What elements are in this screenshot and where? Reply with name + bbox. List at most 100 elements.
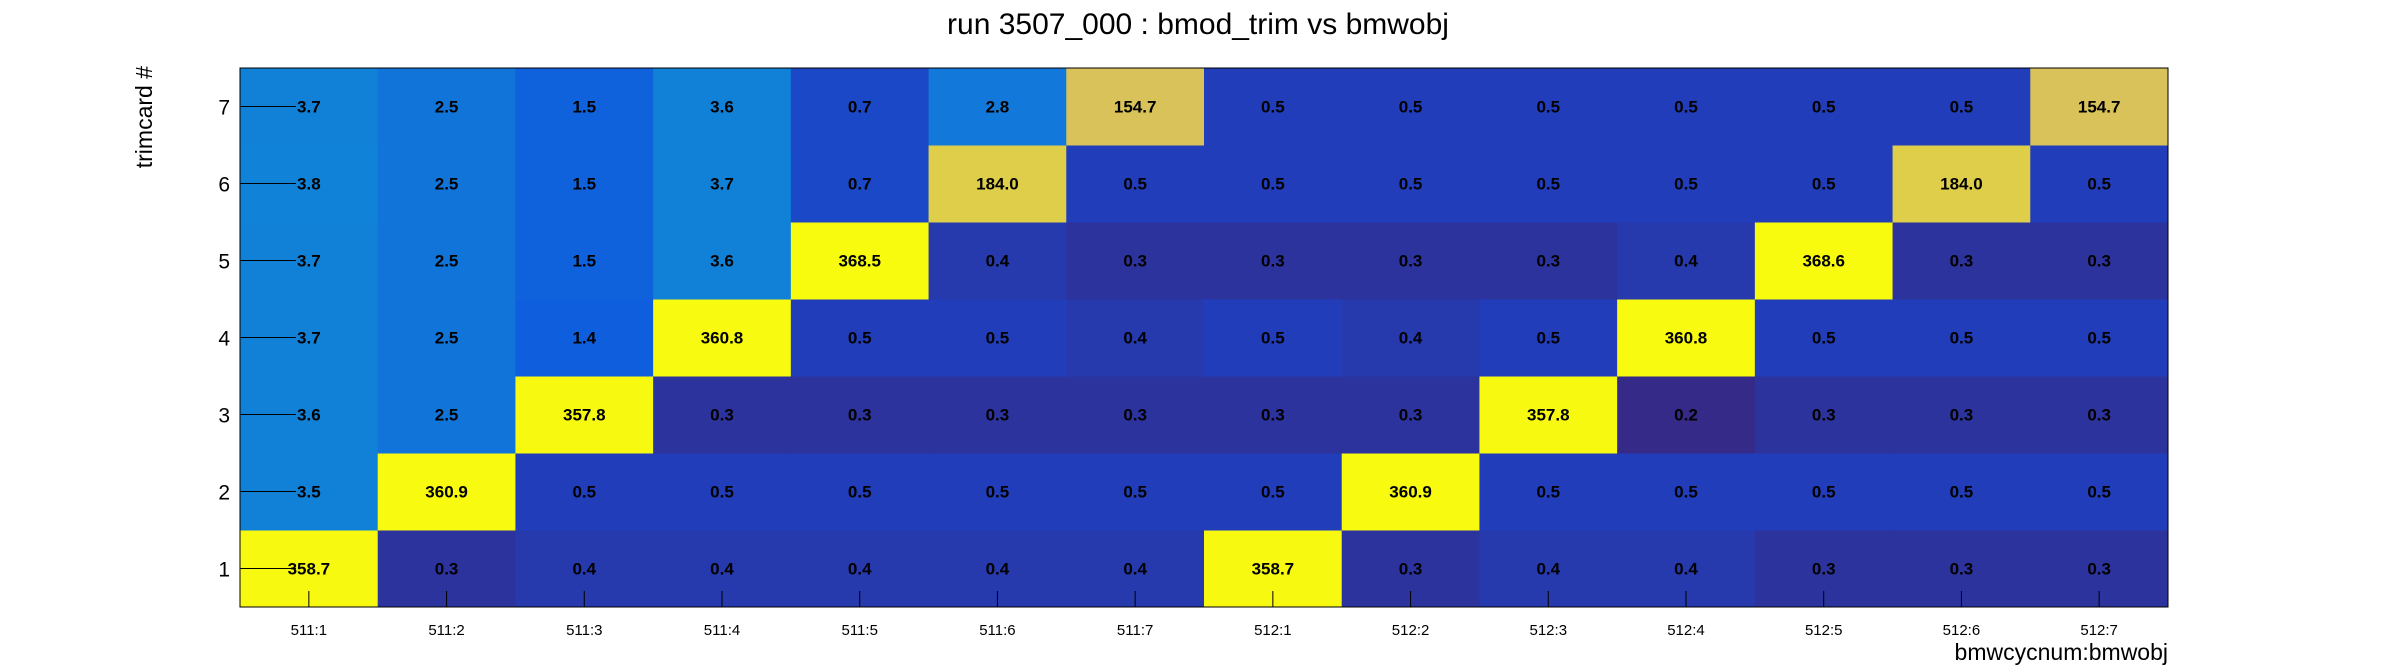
x-tick-label: 511:2: [428, 622, 464, 639]
heatmap-cell: [1617, 222, 1756, 300]
cell-value-label: 0.5: [1536, 483, 1560, 502]
cell-value-label: 0.5: [2087, 483, 2111, 502]
heatmap-cell: [515, 222, 654, 300]
heatmap-cell: [1341, 222, 1480, 300]
heatmap-cell: [1754, 376, 1894, 454]
cell-value-label: 0.3: [848, 406, 872, 425]
y-tick-label: 3: [218, 405, 230, 428]
cell-value-label: 0.5: [1261, 483, 1285, 502]
heatmap-cell: [653, 299, 792, 377]
heatmap-cell: [1617, 68, 1756, 146]
x-tick-label: 512:3: [1530, 622, 1568, 639]
heatmap-cell: [377, 453, 516, 531]
heatmap-cell: [1066, 222, 1205, 300]
cell-value-label: 1.5: [572, 98, 596, 117]
x-tick-label: 511:5: [841, 622, 877, 639]
cell-value-label: 1.5: [572, 175, 596, 194]
heatmap-cell: [1892, 222, 2031, 300]
cell-value-label: 0.5: [986, 483, 1010, 502]
heatmap-cell: [1341, 376, 1480, 454]
heatmap-cell: [2030, 453, 2169, 531]
heatmap-cell: [377, 299, 516, 377]
heatmap-cell: [1892, 453, 2031, 531]
cell-value-label: 154.7: [1114, 98, 1157, 117]
heatmap-cell: [1892, 145, 2031, 223]
cell-value-label: 0.7: [848, 175, 872, 194]
y-tick-label: 2: [218, 482, 230, 505]
heatmap-cell: [515, 68, 654, 146]
heatmap-cell: [790, 145, 930, 223]
heatmap-cell: [928, 299, 1067, 377]
heatmap-cell: [1479, 376, 1618, 454]
cell-value-label: 184.0: [1940, 175, 1983, 194]
cell-value-label: 0.3: [1261, 406, 1285, 425]
cell-value-label: 0.5: [848, 483, 872, 502]
cell-value-label: 0.4: [1674, 252, 1698, 271]
cell-value-label: 0.5: [572, 483, 596, 502]
heatmap-cell: [790, 299, 930, 377]
cell-value-label: 0.3: [986, 406, 1010, 425]
x-tick-label: 512:4: [1667, 622, 1705, 639]
cell-value-label: 0.3: [1399, 406, 1423, 425]
heatmap-cell: [1479, 222, 1618, 300]
cell-value-label: 368.6: [1802, 252, 1845, 271]
cell-value-label: 154.7: [2078, 98, 2121, 117]
heatmap-cell: [1479, 299, 1618, 377]
heatmap-cell: [653, 376, 792, 454]
y-tick-label: 4: [218, 328, 230, 351]
cell-value-label: 0.4: [986, 252, 1010, 271]
cell-value-label: 0.5: [1812, 329, 1836, 348]
cell-value-label: 0.4: [848, 560, 872, 579]
cell-value-label: 1.5: [572, 252, 596, 271]
y-tick-label: 7: [218, 97, 230, 120]
heatmap-cell: [1066, 68, 1205, 146]
heatmap-cell: [377, 68, 516, 146]
cell-value-label: 360.8: [701, 329, 744, 348]
heatmap-cell: [1066, 376, 1205, 454]
heatmap-cell: [1479, 68, 1618, 146]
heatmap-cell: [1617, 145, 1756, 223]
heatmap-cell: [790, 222, 930, 300]
heatmap-cell: [790, 68, 930, 146]
cell-value-label: 0.3: [2087, 406, 2111, 425]
cell-value-label: 0.3: [1399, 252, 1423, 271]
cell-value-label: 0.5: [1536, 98, 1560, 117]
heatmap-cell: [2030, 145, 2169, 223]
cell-value-label: 0.7: [848, 98, 872, 117]
heatmap-cell: [1754, 145, 1894, 223]
heatmap-cell: [1754, 299, 1894, 377]
cell-value-label: 0.5: [1950, 329, 1974, 348]
x-tick-label: 511:3: [566, 622, 602, 639]
heatmap-cell: [1341, 299, 1480, 377]
heatmap-cell: [653, 145, 792, 223]
cell-value-label: 0.5: [1399, 175, 1423, 194]
cell-value-label: 3.6: [710, 252, 734, 271]
heatmap-cell: [2030, 68, 2169, 146]
cell-value-label: 368.5: [838, 252, 881, 271]
cell-value-label: 0.3: [2087, 252, 2111, 271]
cell-value-label: 0.5: [1812, 175, 1836, 194]
heatmap-cell: [1204, 145, 1343, 223]
heatmap-cell: [1479, 145, 1618, 223]
cell-value-label: 0.3: [710, 406, 734, 425]
cell-value-label: 0.4: [710, 560, 734, 579]
y-tick-label: 1: [218, 559, 230, 582]
cell-value-label: 0.3: [1812, 560, 1836, 579]
cell-value-label: 3.6: [297, 406, 321, 425]
cell-value-label: 0.4: [986, 560, 1010, 579]
x-tick-label: 512:1: [1254, 622, 1292, 639]
heatmap-cell: [1754, 222, 1894, 300]
heatmap-cell: [928, 376, 1067, 454]
cell-value-label: 3.6: [710, 98, 734, 117]
heatmap-cell: [1892, 376, 2031, 454]
cell-value-label: 360.9: [425, 483, 468, 502]
cell-value-label: 0.5: [1261, 98, 1285, 117]
cell-value-label: 0.5: [710, 483, 734, 502]
cell-value-label: 357.8: [1527, 406, 1570, 425]
cell-value-label: 0.5: [1812, 98, 1836, 117]
cell-value-label: 358.7: [288, 560, 331, 579]
heatmap-cell: [2030, 222, 2169, 300]
cell-value-label: 3.7: [710, 175, 734, 194]
heatmap-cell: [377, 145, 516, 223]
